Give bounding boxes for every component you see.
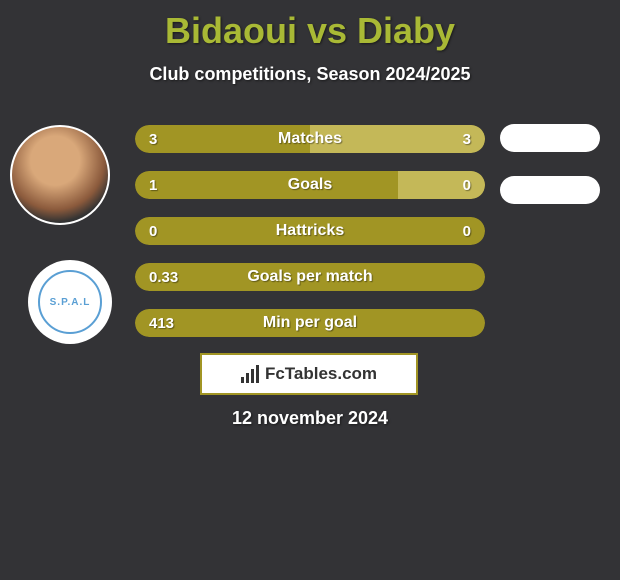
stat-label: Matches bbox=[135, 130, 485, 148]
club-badge-text: S.P.A.L bbox=[38, 270, 102, 334]
stat-row-mpg: 413 Min per goal bbox=[135, 309, 485, 337]
subtitle: Club competitions, Season 2024/2025 bbox=[0, 64, 620, 85]
logo-bars-icon bbox=[241, 365, 259, 383]
stat-label: Goals per match bbox=[135, 268, 485, 286]
stat-value-right: 3 bbox=[463, 131, 471, 148]
fctables-logo[interactable]: FcTables.com bbox=[200, 353, 418, 395]
comparison-pill-matches bbox=[500, 124, 600, 152]
stat-label: Goals bbox=[135, 176, 485, 194]
stat-label: Hattricks bbox=[135, 222, 485, 240]
page-title: Bidaoui vs Diaby bbox=[0, 0, 620, 52]
stat-row-matches: 3 Matches 3 bbox=[135, 125, 485, 153]
stat-row-goals: 1 Goals 0 bbox=[135, 171, 485, 199]
stat-label: Min per goal bbox=[135, 314, 485, 332]
stats-container: 3 Matches 3 1 Goals 0 0 Hattricks 0 0.33… bbox=[135, 125, 485, 355]
club-badge-left: S.P.A.L bbox=[28, 260, 112, 344]
stat-value-right: 0 bbox=[463, 177, 471, 194]
stat-value-right: 0 bbox=[463, 223, 471, 240]
stat-row-gpm: 0.33 Goals per match bbox=[135, 263, 485, 291]
stat-row-hattricks: 0 Hattricks 0 bbox=[135, 217, 485, 245]
date-label: 12 november 2024 bbox=[0, 408, 620, 429]
logo-text: FcTables.com bbox=[265, 364, 377, 384]
comparison-pill-goals bbox=[500, 176, 600, 204]
player-avatar-left bbox=[10, 125, 110, 225]
